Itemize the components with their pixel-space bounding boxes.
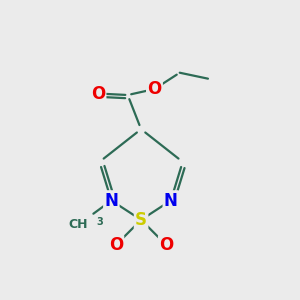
Text: O: O [91, 85, 105, 103]
Text: O: O [147, 80, 162, 98]
Text: N: N [164, 191, 178, 209]
Text: N: N [104, 191, 118, 209]
Text: S: S [135, 211, 147, 229]
Text: O: O [159, 236, 173, 254]
Text: O: O [109, 236, 123, 254]
Text: 3: 3 [97, 217, 103, 226]
Text: CH: CH [68, 218, 88, 231]
